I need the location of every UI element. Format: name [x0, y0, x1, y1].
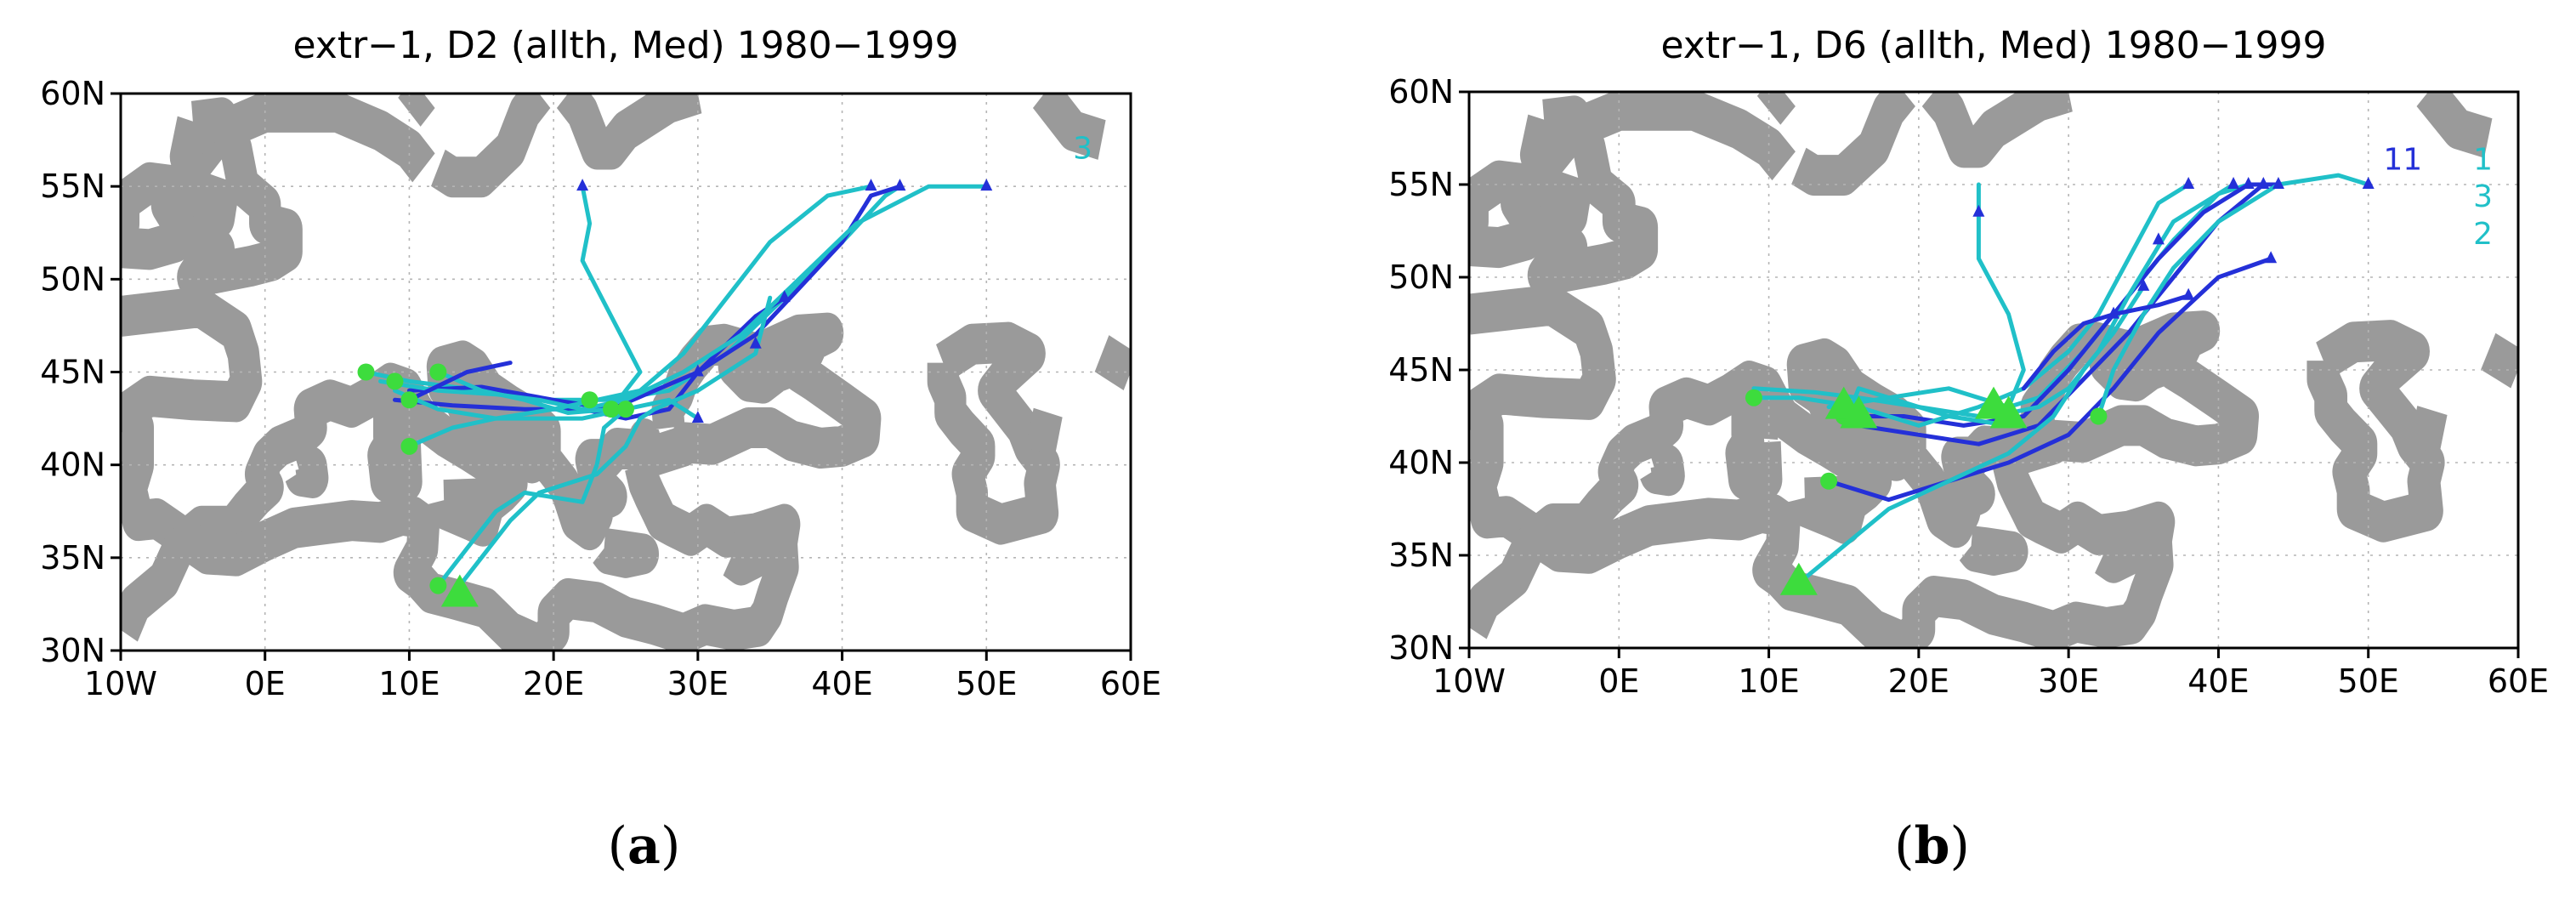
cyclone-track — [393, 295, 787, 421]
y-tick-label: 60N — [40, 75, 105, 112]
genesis-marker — [581, 391, 599, 409]
x-tick-label: 40E — [2187, 662, 2249, 700]
cyclone-track — [406, 397, 701, 449]
cyclone-track — [1826, 256, 2273, 503]
cyclone-track — [406, 361, 513, 402]
y-tick-label: 55N — [1388, 166, 1454, 203]
genesis-triangle-marker — [1989, 395, 2028, 429]
track-end-marker — [691, 411, 704, 423]
y-tick-label: 50N — [1388, 259, 1454, 296]
track-count-label: 1 — [2473, 143, 2493, 178]
axes: 10W 0E 10E 20E 30E 40E 50E 60E 30N 35N 40N 45N 50N 55… — [40, 75, 1161, 702]
cyclone-track — [2096, 173, 2371, 418]
track-count-label: 3 — [2473, 179, 2493, 214]
x-tick-label: 60E — [1100, 665, 1161, 702]
x-tick-label: 10W — [1433, 662, 1506, 700]
x-tick-label: 30E — [667, 665, 729, 702]
x-tick-label: 30E — [2038, 662, 2099, 700]
track-end-marker — [2227, 177, 2240, 189]
track-end-marker — [691, 364, 704, 377]
track-count-label: 2 — [2473, 217, 2493, 252]
x-tick-label: 50E — [2338, 662, 2399, 700]
panel-a: extr−1, D2 (allth, Med) 1980−1999 3 10W 0E 1… — [40, 24, 1161, 876]
track-end-marker — [2108, 306, 2120, 319]
track-end-marker — [2152, 232, 2165, 245]
y-tick-label: 45N — [1388, 351, 1454, 389]
y-tick-label: 35N — [1388, 537, 1454, 574]
genesis-marker — [400, 391, 418, 409]
coastline-layer — [1469, 92, 2518, 642]
x-tick-label: 40E — [811, 665, 872, 702]
y-tick-label: 55N — [40, 168, 105, 205]
x-tick-label: 60E — [2488, 662, 2549, 700]
track-end-marker — [894, 179, 906, 191]
x-tick-label: 0E — [245, 665, 286, 702]
y-tick-label: 35N — [40, 539, 105, 577]
track-end-marker — [1972, 204, 1985, 217]
track-end-marker — [865, 179, 877, 191]
track-end-marker — [2265, 251, 2278, 264]
y-tick-label: 60N — [1388, 73, 1454, 111]
genesis-marker — [429, 577, 447, 594]
x-tick-label: 0E — [1598, 662, 1639, 700]
track-end-marker — [2242, 177, 2255, 189]
y-tick-label: 40N — [40, 446, 105, 484]
caption-a: (a) — [607, 816, 681, 876]
genesis-triangle-marker — [440, 574, 479, 607]
track-end-marker — [2272, 177, 2284, 189]
track-end-marker — [2137, 278, 2150, 291]
y-tick-label: 30N — [1388, 629, 1454, 667]
track-end-marker — [2257, 177, 2270, 189]
cyclone-track — [435, 184, 643, 415]
panel-b: extr−1, D6 (allth, Med) 1980−1999 11 1 3 2 10… — [1288, 0, 2576, 915]
track-end-marker — [2362, 177, 2375, 189]
cyclone-track — [450, 295, 773, 597]
map-area: 11 132 — [1469, 92, 2518, 648]
track-count-label: 11 — [2383, 143, 2422, 178]
genesis-marker — [603, 401, 621, 418]
genesis-marker — [2090, 407, 2108, 425]
cyclone-track — [1796, 284, 2146, 586]
genesis-marker — [617, 401, 634, 418]
cyclone-track — [1856, 182, 2266, 446]
map-title: extr−1, D2 (allth, Med) 1980−1999 — [293, 24, 959, 67]
track-end-marker — [980, 179, 993, 191]
track-end-marker — [778, 290, 791, 303]
x-tick-label: 20E — [1888, 662, 1949, 700]
genesis-triangle-marker — [1779, 562, 1818, 595]
track-count-label: 3 — [1073, 131, 1092, 166]
x-tick-label: 10E — [378, 665, 440, 702]
y-tick-label: 30N — [40, 632, 105, 669]
track-end-marker — [749, 336, 762, 349]
y-tick-label: 45N — [40, 354, 105, 391]
genesis-marker — [400, 437, 418, 455]
track-end-marker — [2182, 287, 2195, 300]
map-area: 3 — [121, 94, 1131, 651]
track-end-marker — [2182, 177, 2195, 189]
x-tick-label: 50E — [956, 665, 1017, 702]
genesis-marker — [1820, 472, 1838, 490]
cyclone-track — [2021, 293, 2191, 391]
x-tick-label: 20E — [523, 665, 584, 702]
x-tick-label: 10W — [84, 665, 157, 702]
genesis-triangle-marker — [1840, 395, 1878, 429]
cyclone-track — [1841, 386, 2011, 428]
map-title: extr−1, D6 (allth, Med) 1980−1999 — [1661, 24, 2327, 67]
coastline-layer — [121, 94, 1131, 645]
genesis-marker — [386, 372, 404, 390]
axes: 10W 0E 10E 20E 30E 40E 50E 60E 30N 35N 40N 45N 50N 55… — [1388, 73, 2549, 700]
y-tick-label: 40N — [1388, 444, 1454, 481]
caption-b: (b) — [1894, 816, 1970, 876]
genesis-marker — [357, 363, 375, 381]
x-tick-label: 10E — [1738, 662, 1799, 700]
cyclone-track — [393, 184, 873, 421]
cyclone-track — [435, 406, 628, 588]
track-end-marker — [576, 179, 589, 191]
genesis-marker — [429, 363, 447, 381]
y-tick-label: 50N — [40, 260, 105, 298]
cyclone-track — [1826, 182, 2026, 410]
genesis-marker — [1745, 389, 1762, 406]
